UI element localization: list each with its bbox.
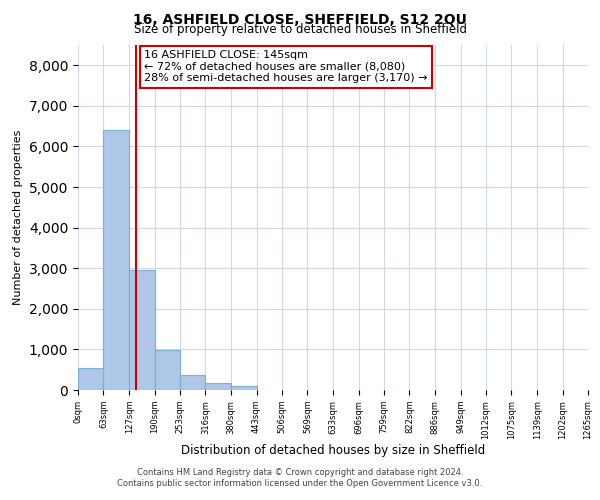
Bar [103,130,129,390]
Text: Contains HM Land Registry data © Crown copyright and database right 2024.
Contai: Contains HM Land Registry data © Crown c… [118,468,482,487]
Y-axis label: Number of detached properties: Number of detached properties [13,130,23,305]
Bar [155,350,180,390]
Text: 16 ASHFIELD CLOSE: 145sqm
← 72% of detached houses are smaller (8,080)
28% of se: 16 ASHFIELD CLOSE: 145sqm ← 72% of detac… [145,50,428,84]
X-axis label: Distribution of detached houses by size in Sheffield: Distribution of detached houses by size … [181,444,485,458]
Bar [205,383,231,390]
Bar [180,374,205,390]
Bar [78,368,103,390]
Text: Size of property relative to detached houses in Sheffield: Size of property relative to detached ho… [133,22,467,36]
Text: 16, ASHFIELD CLOSE, SHEFFIELD, S12 2QU: 16, ASHFIELD CLOSE, SHEFFIELD, S12 2QU [133,12,467,26]
Bar [231,386,257,390]
Bar [129,270,155,390]
